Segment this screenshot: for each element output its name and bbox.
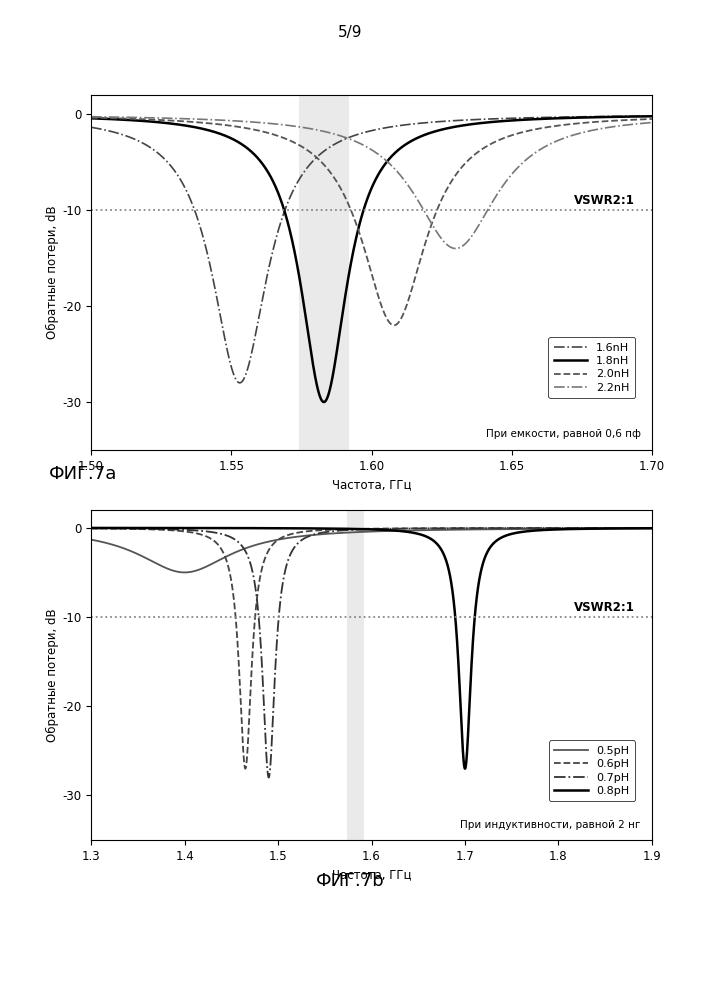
1.6nH	[505, 112, 514, 124]
0.5pH	[503, 523, 511, 535]
Line: 1.8nH: 1.8nH	[91, 116, 652, 402]
2.2nH	[548, 137, 557, 149]
Bar	[347, 510, 364, 840]
0.5pH	[418, 524, 427, 536]
0.7pH	[418, 522, 427, 534]
2.0nH	[423, 230, 432, 242]
2.0nH	[548, 120, 557, 132]
1.8nH	[320, 396, 328, 408]
1.8nH	[648, 110, 656, 122]
0.8pH	[648, 522, 656, 534]
Line: 0.6pH: 0.6pH	[91, 528, 652, 769]
Text: 5/9: 5/9	[339, 25, 362, 40]
0.8pH	[443, 559, 451, 571]
0.7pH	[115, 522, 123, 534]
0.6pH	[533, 522, 541, 534]
2.2nH	[301, 122, 310, 134]
1.8nH	[505, 115, 514, 127]
0.5pH	[290, 531, 299, 543]
0.8pH	[115, 522, 123, 534]
0.7pH	[87, 522, 95, 534]
0.8pH	[290, 522, 299, 534]
1.8nH	[301, 309, 310, 321]
0.7pH	[533, 522, 541, 534]
0.6pH	[648, 522, 656, 534]
0.5pH	[443, 524, 451, 536]
0.6pH	[87, 522, 95, 534]
0.6pH	[418, 522, 427, 534]
2.2nH	[423, 211, 432, 223]
1.8nH	[423, 128, 432, 140]
0.6pH	[241, 763, 250, 775]
Y-axis label: Обратные потери, dB: Обратные потери, dB	[46, 608, 60, 742]
Text: VSWR2:1: VSWR2:1	[574, 194, 635, 207]
Line: 0.5pH: 0.5pH	[91, 528, 652, 572]
Line: 2.2nH: 2.2nH	[91, 117, 652, 249]
1.8nH	[189, 121, 197, 133]
2.0nH	[648, 113, 656, 125]
Text: При индуктивности, равной 2 нг: При индуктивности, равной 2 нг	[461, 820, 641, 830]
0.8pH	[503, 529, 511, 541]
2.2nH	[87, 111, 95, 123]
0.7pH	[443, 522, 451, 534]
Legend: 1.6nH, 1.8nH, 2.0nH, 2.2nH: 1.6nH, 1.8nH, 2.0nH, 2.2nH	[548, 337, 635, 398]
0.8pH	[533, 524, 541, 536]
1.6nH	[189, 200, 197, 212]
1.6nH	[451, 115, 460, 127]
2.2nH	[505, 171, 514, 183]
1.6nH	[301, 164, 310, 176]
0.7pH	[264, 772, 273, 784]
2.2nH	[648, 117, 656, 129]
2.0nH	[505, 130, 514, 142]
Text: ФИГ.7b: ФИГ.7b	[316, 872, 385, 890]
2.2nH	[451, 243, 460, 255]
1.6nH	[87, 121, 95, 133]
1.6nH	[548, 111, 557, 123]
1.8nH	[548, 112, 557, 124]
Line: 0.8pH: 0.8pH	[91, 528, 652, 769]
Bar	[299, 95, 349, 450]
0.7pH	[648, 522, 656, 534]
1.6nH	[423, 117, 432, 129]
2.2nH	[189, 113, 197, 125]
Line: 0.7pH: 0.7pH	[91, 528, 652, 778]
Bar	[347, 510, 364, 840]
0.8pH	[87, 522, 95, 534]
Bar	[299, 95, 349, 450]
1.8nH	[451, 121, 460, 133]
0.7pH	[290, 542, 299, 554]
Text: VSWR2:1: VSWR2:1	[574, 601, 635, 614]
2.0nH	[390, 319, 398, 331]
2.0nH	[451, 169, 460, 181]
0.5pH	[648, 522, 656, 534]
0.6pH	[443, 522, 451, 534]
Legend: 0.5pH, 0.6pH, 0.7pH, 0.8pH: 0.5pH, 0.6pH, 0.7pH, 0.8pH	[549, 740, 635, 801]
1.6nH	[648, 110, 656, 122]
X-axis label: Частота, ГГц: Частота, ГГц	[332, 478, 411, 491]
Text: ФИГ.7a: ФИГ.7a	[49, 465, 118, 483]
1.6nH	[236, 377, 244, 389]
Line: 2.0nH: 2.0nH	[91, 118, 652, 325]
2.0nH	[301, 143, 310, 155]
Text: При емкости, равной 0,6 пф: При емкости, равной 0,6 пф	[486, 429, 641, 439]
0.8pH	[418, 529, 427, 541]
0.6pH	[115, 523, 123, 535]
Y-axis label: Обратные потери, dB: Обратные потери, dB	[46, 206, 60, 339]
X-axis label: Частота, ГГц: Частота, ГГц	[332, 868, 411, 881]
0.5pH	[115, 541, 123, 553]
0.7pH	[503, 522, 511, 534]
0.6pH	[290, 527, 299, 539]
2.2nH	[451, 243, 460, 255]
0.8pH	[461, 763, 469, 775]
Line: 1.6nH: 1.6nH	[91, 116, 652, 383]
0.5pH	[533, 523, 541, 535]
0.6pH	[503, 522, 511, 534]
0.5pH	[87, 534, 95, 546]
1.8nH	[87, 112, 95, 124]
2.0nH	[189, 116, 197, 128]
0.5pH	[180, 566, 189, 578]
2.0nH	[87, 112, 95, 124]
